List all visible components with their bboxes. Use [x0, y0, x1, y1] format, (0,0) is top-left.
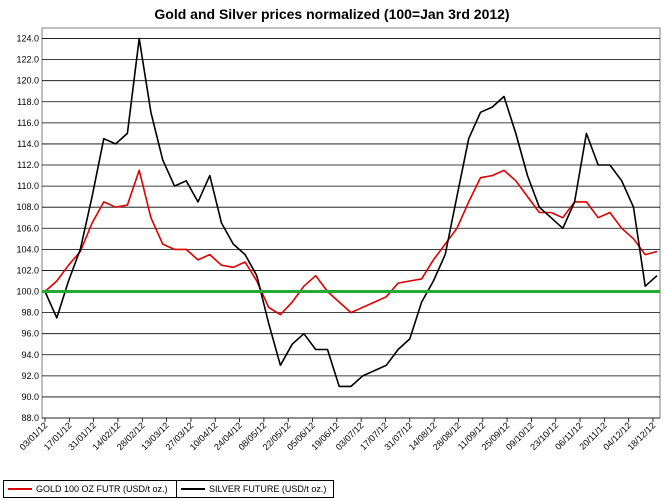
y-tick-label: 124.0: [16, 34, 39, 44]
y-tick-label: 98.0: [21, 308, 39, 318]
y-tick-label: 120.0: [16, 76, 39, 86]
series-line-gold: [44, 169, 658, 316]
legend-label-gold: GOLD 100 OZ FUTR (USD/t oz.): [36, 484, 168, 494]
y-tick-label: 116.0: [17, 118, 39, 128]
y-tick-label: 122.0: [16, 55, 39, 65]
series-line-silver: [44, 37, 658, 388]
y-tick-label: 106.0: [16, 223, 39, 233]
grid: [42, 38, 660, 419]
y-tick-label: 110.0: [17, 181, 39, 191]
chart-title: Gold and Silver prices normalized (100=J…: [154, 6, 510, 22]
y-tick-label: 88.0: [21, 413, 39, 423]
legend-label-silver: SILVER FUTURE (USD/t oz.): [209, 484, 327, 494]
plot-area: [41, 27, 661, 419]
y-tick-label: 96.0: [21, 329, 39, 339]
x-tick-labels: 03/01/1217/01/1231/01/1214/02/1228/02/12…: [18, 418, 657, 452]
y-tick-label: 108.0: [16, 202, 39, 212]
legend-item-gold: GOLD 100 OZ FUTR (USD/t oz.): [3, 480, 205, 498]
legend-swatch-silver: [181, 488, 205, 490]
y-tick-label: 114.0: [17, 139, 39, 149]
y-tick-label: 104.0: [16, 244, 39, 254]
y-tick-label: 90.0: [21, 392, 39, 402]
y-tick-label: 118.0: [17, 97, 39, 107]
y-tick-labels: 88.0 90.0 92.0 94.0 96.0 98.0 100.0 102.0 104.0 1…: [16, 34, 39, 423]
legend-swatch-gold: [8, 488, 32, 490]
y-tick-label: 112.0: [17, 160, 39, 170]
y-tick-label: 94.0: [21, 350, 39, 360]
legend-item-silver: SILVER FUTURE (USD/t oz.): [176, 480, 334, 498]
series-lines: [44, 37, 658, 388]
y-tick-label: 100.0: [16, 287, 39, 297]
y-tick-label: 92.0: [21, 371, 39, 381]
y-tick-label: 102.0: [16, 265, 39, 275]
